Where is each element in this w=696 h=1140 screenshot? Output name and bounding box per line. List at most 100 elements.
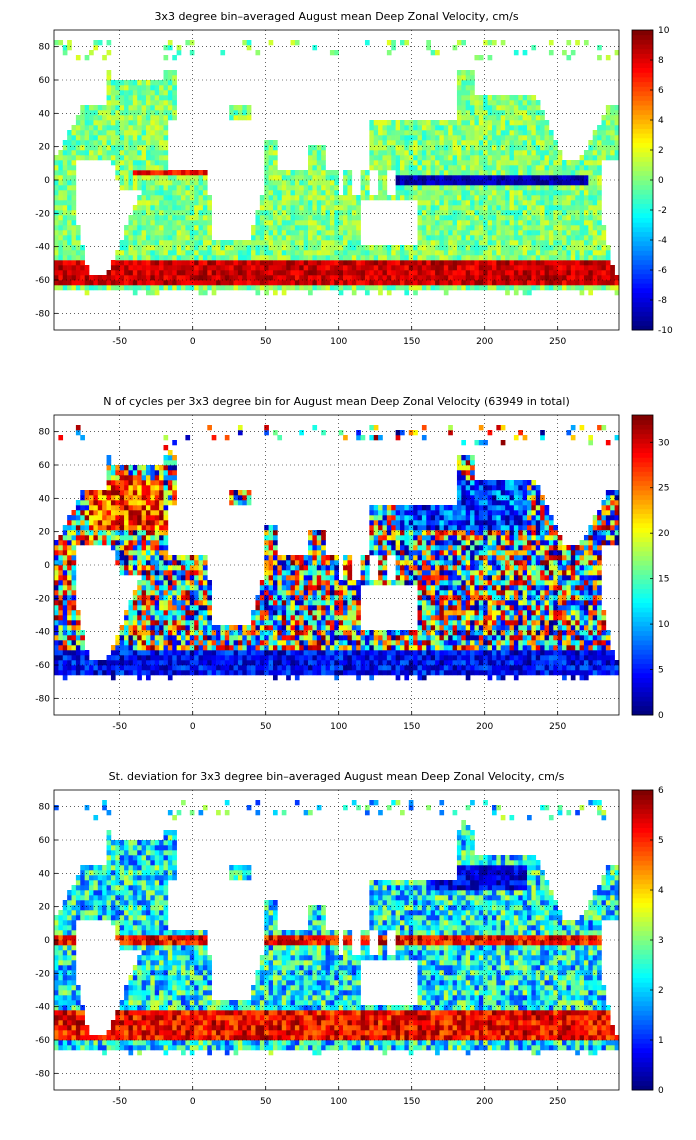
heatmap-cell — [141, 165, 147, 171]
heatmap-cell — [58, 150, 64, 156]
heatmap-cell — [575, 200, 580, 206]
heatmap-cell — [404, 655, 410, 661]
heatmap-cell — [137, 85, 142, 91]
heatmap-cell — [566, 280, 572, 286]
heatmap-cell — [216, 245, 221, 251]
heatmap-cell — [483, 205, 488, 211]
heatmap-cell — [461, 665, 467, 671]
heatmap-cell — [119, 640, 125, 646]
heatmap-cell — [570, 170, 576, 176]
heatmap-cell — [141, 220, 147, 226]
heatmap-cell — [137, 140, 142, 146]
heatmap-cell — [391, 120, 396, 126]
heatmap-cell — [281, 225, 287, 231]
heatmap-cell — [67, 155, 72, 161]
heatmap-cell — [272, 280, 278, 286]
heatmap-cell — [395, 660, 401, 666]
heatmap-cell — [255, 240, 261, 246]
heatmap-cell — [570, 255, 576, 261]
heatmap-cell — [588, 285, 594, 291]
heatmap-cell — [483, 110, 488, 116]
heatmap-cell — [207, 665, 212, 671]
heatmap-cell — [579, 270, 585, 276]
heatmap-cell — [150, 160, 156, 166]
heatmap-cell — [548, 175, 554, 181]
heatmap-cell — [386, 645, 392, 651]
heatmap-cell — [145, 130, 151, 136]
heatmap-cell — [132, 160, 138, 166]
heatmap-cell — [562, 210, 567, 216]
heatmap-cell — [224, 645, 230, 651]
heatmap-cell — [137, 155, 142, 161]
heatmap-cell — [378, 125, 383, 131]
heatmap-cell — [159, 665, 164, 671]
heatmap-cell — [518, 135, 523, 141]
heatmap-cell — [614, 120, 620, 126]
heatmap-cell — [400, 265, 405, 271]
heatmap-cell — [264, 660, 269, 666]
heatmap-cell — [316, 230, 322, 236]
heatmap-cell — [513, 655, 519, 661]
heatmap-cell — [93, 285, 99, 291]
heatmap-cell — [167, 220, 173, 226]
heatmap-cell — [272, 185, 278, 191]
heatmap-cell — [491, 250, 497, 256]
heatmap-cell — [522, 285, 528, 291]
heatmap-cell — [474, 170, 480, 176]
heatmap-cell — [527, 290, 532, 296]
heatmap-cell — [172, 285, 177, 291]
heatmap-cell — [487, 285, 493, 291]
heatmap-cell — [509, 140, 515, 146]
heatmap-cell — [610, 265, 615, 271]
heatmap-cell — [531, 145, 537, 151]
heatmap-cell — [145, 180, 151, 186]
heatmap-cell — [154, 260, 160, 266]
heatmap-cell — [583, 225, 589, 231]
heatmap-cell — [601, 260, 607, 266]
heatmap-cell — [224, 625, 230, 631]
heatmap-cell — [570, 250, 576, 256]
heatmap-cell — [544, 125, 550, 131]
heatmap-cell — [286, 265, 291, 271]
heatmap-cell — [522, 645, 528, 651]
heatmap-cell — [483, 670, 488, 676]
heatmap-cell — [137, 230, 142, 236]
heatmap-cell — [194, 245, 199, 251]
heatmap-cell — [548, 170, 554, 176]
heatmap-cell — [71, 650, 77, 656]
heatmap-cell — [154, 655, 160, 661]
heatmap-cell — [181, 175, 186, 181]
heatmap-cell — [67, 275, 72, 281]
heatmap-cell — [207, 640, 212, 646]
heatmap-cell — [408, 195, 414, 201]
heatmap-cell — [137, 90, 142, 96]
heatmap-cell — [272, 225, 278, 231]
heatmap-cell — [417, 130, 423, 136]
heatmap-cell — [478, 170, 484, 176]
heatmap-cell — [474, 165, 480, 171]
heatmap-cell — [242, 260, 248, 266]
heatmap-cell — [106, 130, 112, 136]
colorbar-step — [632, 72, 653, 78]
heatmap-cell — [605, 670, 611, 676]
heatmap-cell — [277, 285, 283, 291]
heatmap-cell — [176, 45, 182, 51]
heatmap-cell — [373, 640, 379, 646]
heatmap-cell — [67, 635, 72, 641]
heatmap-cell — [93, 275, 99, 281]
heatmap-cells — [54, 40, 620, 296]
heatmap-cell — [592, 145, 598, 151]
heatmap-cell — [110, 275, 116, 281]
heatmap-cell — [233, 645, 239, 651]
heatmap-cell — [277, 250, 283, 256]
heatmap-cell — [500, 180, 506, 186]
heatmap-cell — [246, 640, 252, 646]
heatmap-cell — [382, 160, 388, 166]
heatmap-cell — [290, 670, 296, 676]
heatmap-cell — [189, 270, 195, 276]
heatmap-cell — [470, 645, 475, 651]
heatmap-cell — [566, 165, 572, 171]
heatmap-cell — [334, 630, 339, 636]
heatmap-cell — [540, 165, 545, 171]
heatmap-cell — [207, 200, 212, 206]
